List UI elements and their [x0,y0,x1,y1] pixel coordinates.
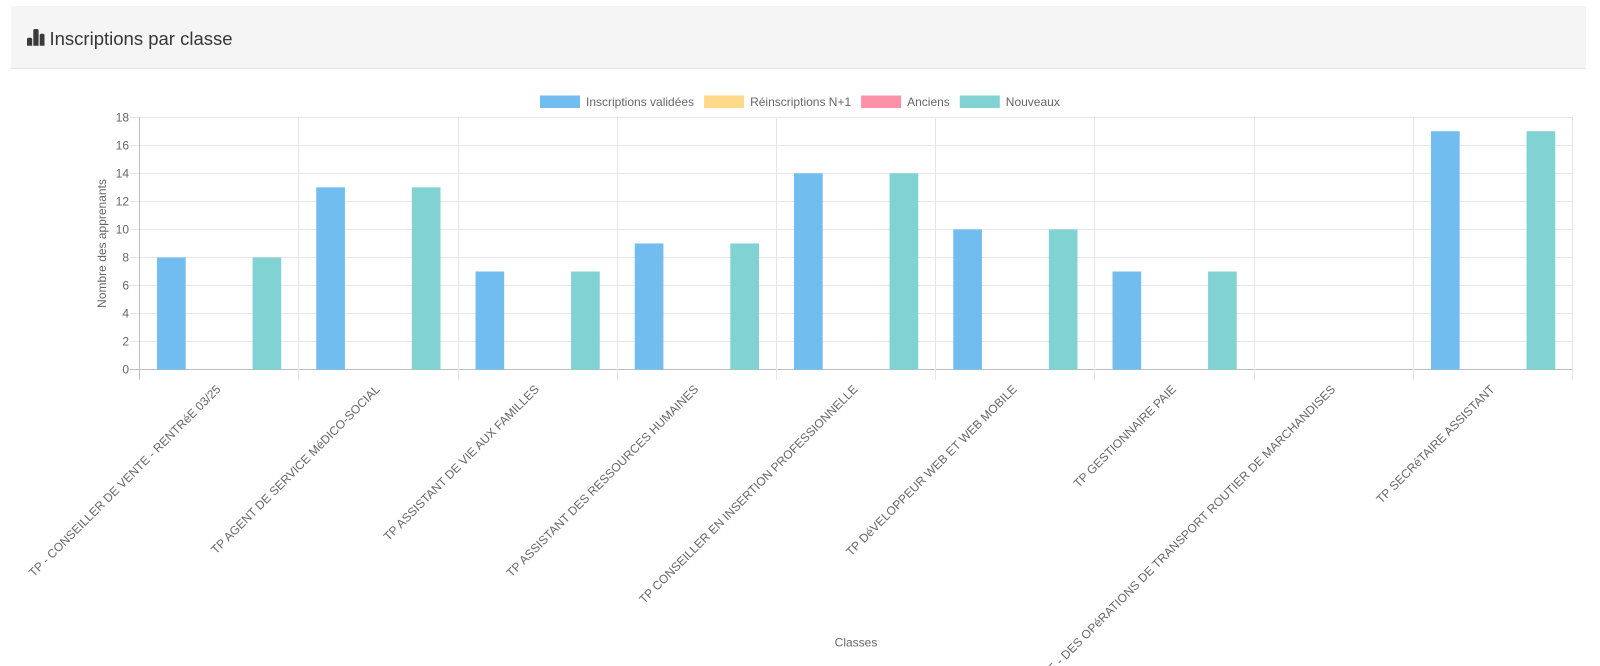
svg-text:TP DéVELOPPEUR WEB ET WEB MOBI: TP DéVELOPPEUR WEB ET WEB MOBILE [843,382,1020,559]
svg-text:Classes: Classes [835,636,878,650]
svg-text:Inscriptions validées: Inscriptions validées [586,95,694,109]
svg-text:10: 10 [116,223,130,237]
svg-text:Nombre des apprenants: Nombre des apprenants [95,179,109,308]
svg-text:TP AGENT DE SERVICE MéDICO-SOC: TP AGENT DE SERVICE MéDICO-SOCIAL [208,382,383,557]
svg-text:TP - CONSEILLER DE VENTE - REN: TP - CONSEILLER DE VENTE - RENTRéE 03/25 [26,382,224,580]
svg-text:16: 16 [116,139,130,153]
svg-text:TP SECRéTAIRE ASSISTANT: TP SECRéTAIRE ASSISTANT [1373,382,1497,506]
svg-text:8: 8 [122,251,129,265]
svg-text:TP GESTIONNAIRE - DES OPéRATIO: TP GESTIONNAIRE - DES OPéRATIONS DE TRAN… [973,382,1339,666]
svg-text:6: 6 [122,279,129,293]
svg-text:Réinscriptions N+1: Réinscriptions N+1 [750,95,851,109]
svg-text:2: 2 [122,335,129,349]
svg-text:Anciens: Anciens [907,95,950,109]
svg-text:12: 12 [116,195,130,209]
svg-text:14: 14 [116,167,130,181]
svg-text:Nouveaux: Nouveaux [1006,95,1060,109]
svg-text:TP ASSISTANT DE VIE AUX FAMILL: TP ASSISTANT DE VIE AUX FAMILLES [381,382,542,543]
svg-text:0: 0 [122,363,129,377]
svg-text:TP ASSISTANT DES RESSOURCES HU: TP ASSISTANT DES RESSOURCES HUMAINES [504,382,702,580]
svg-text:18: 18 [116,111,130,125]
svg-text:TP GESTIONNAIRE PAIE: TP GESTIONNAIRE PAIE [1071,382,1179,490]
svg-text:4: 4 [122,307,129,321]
